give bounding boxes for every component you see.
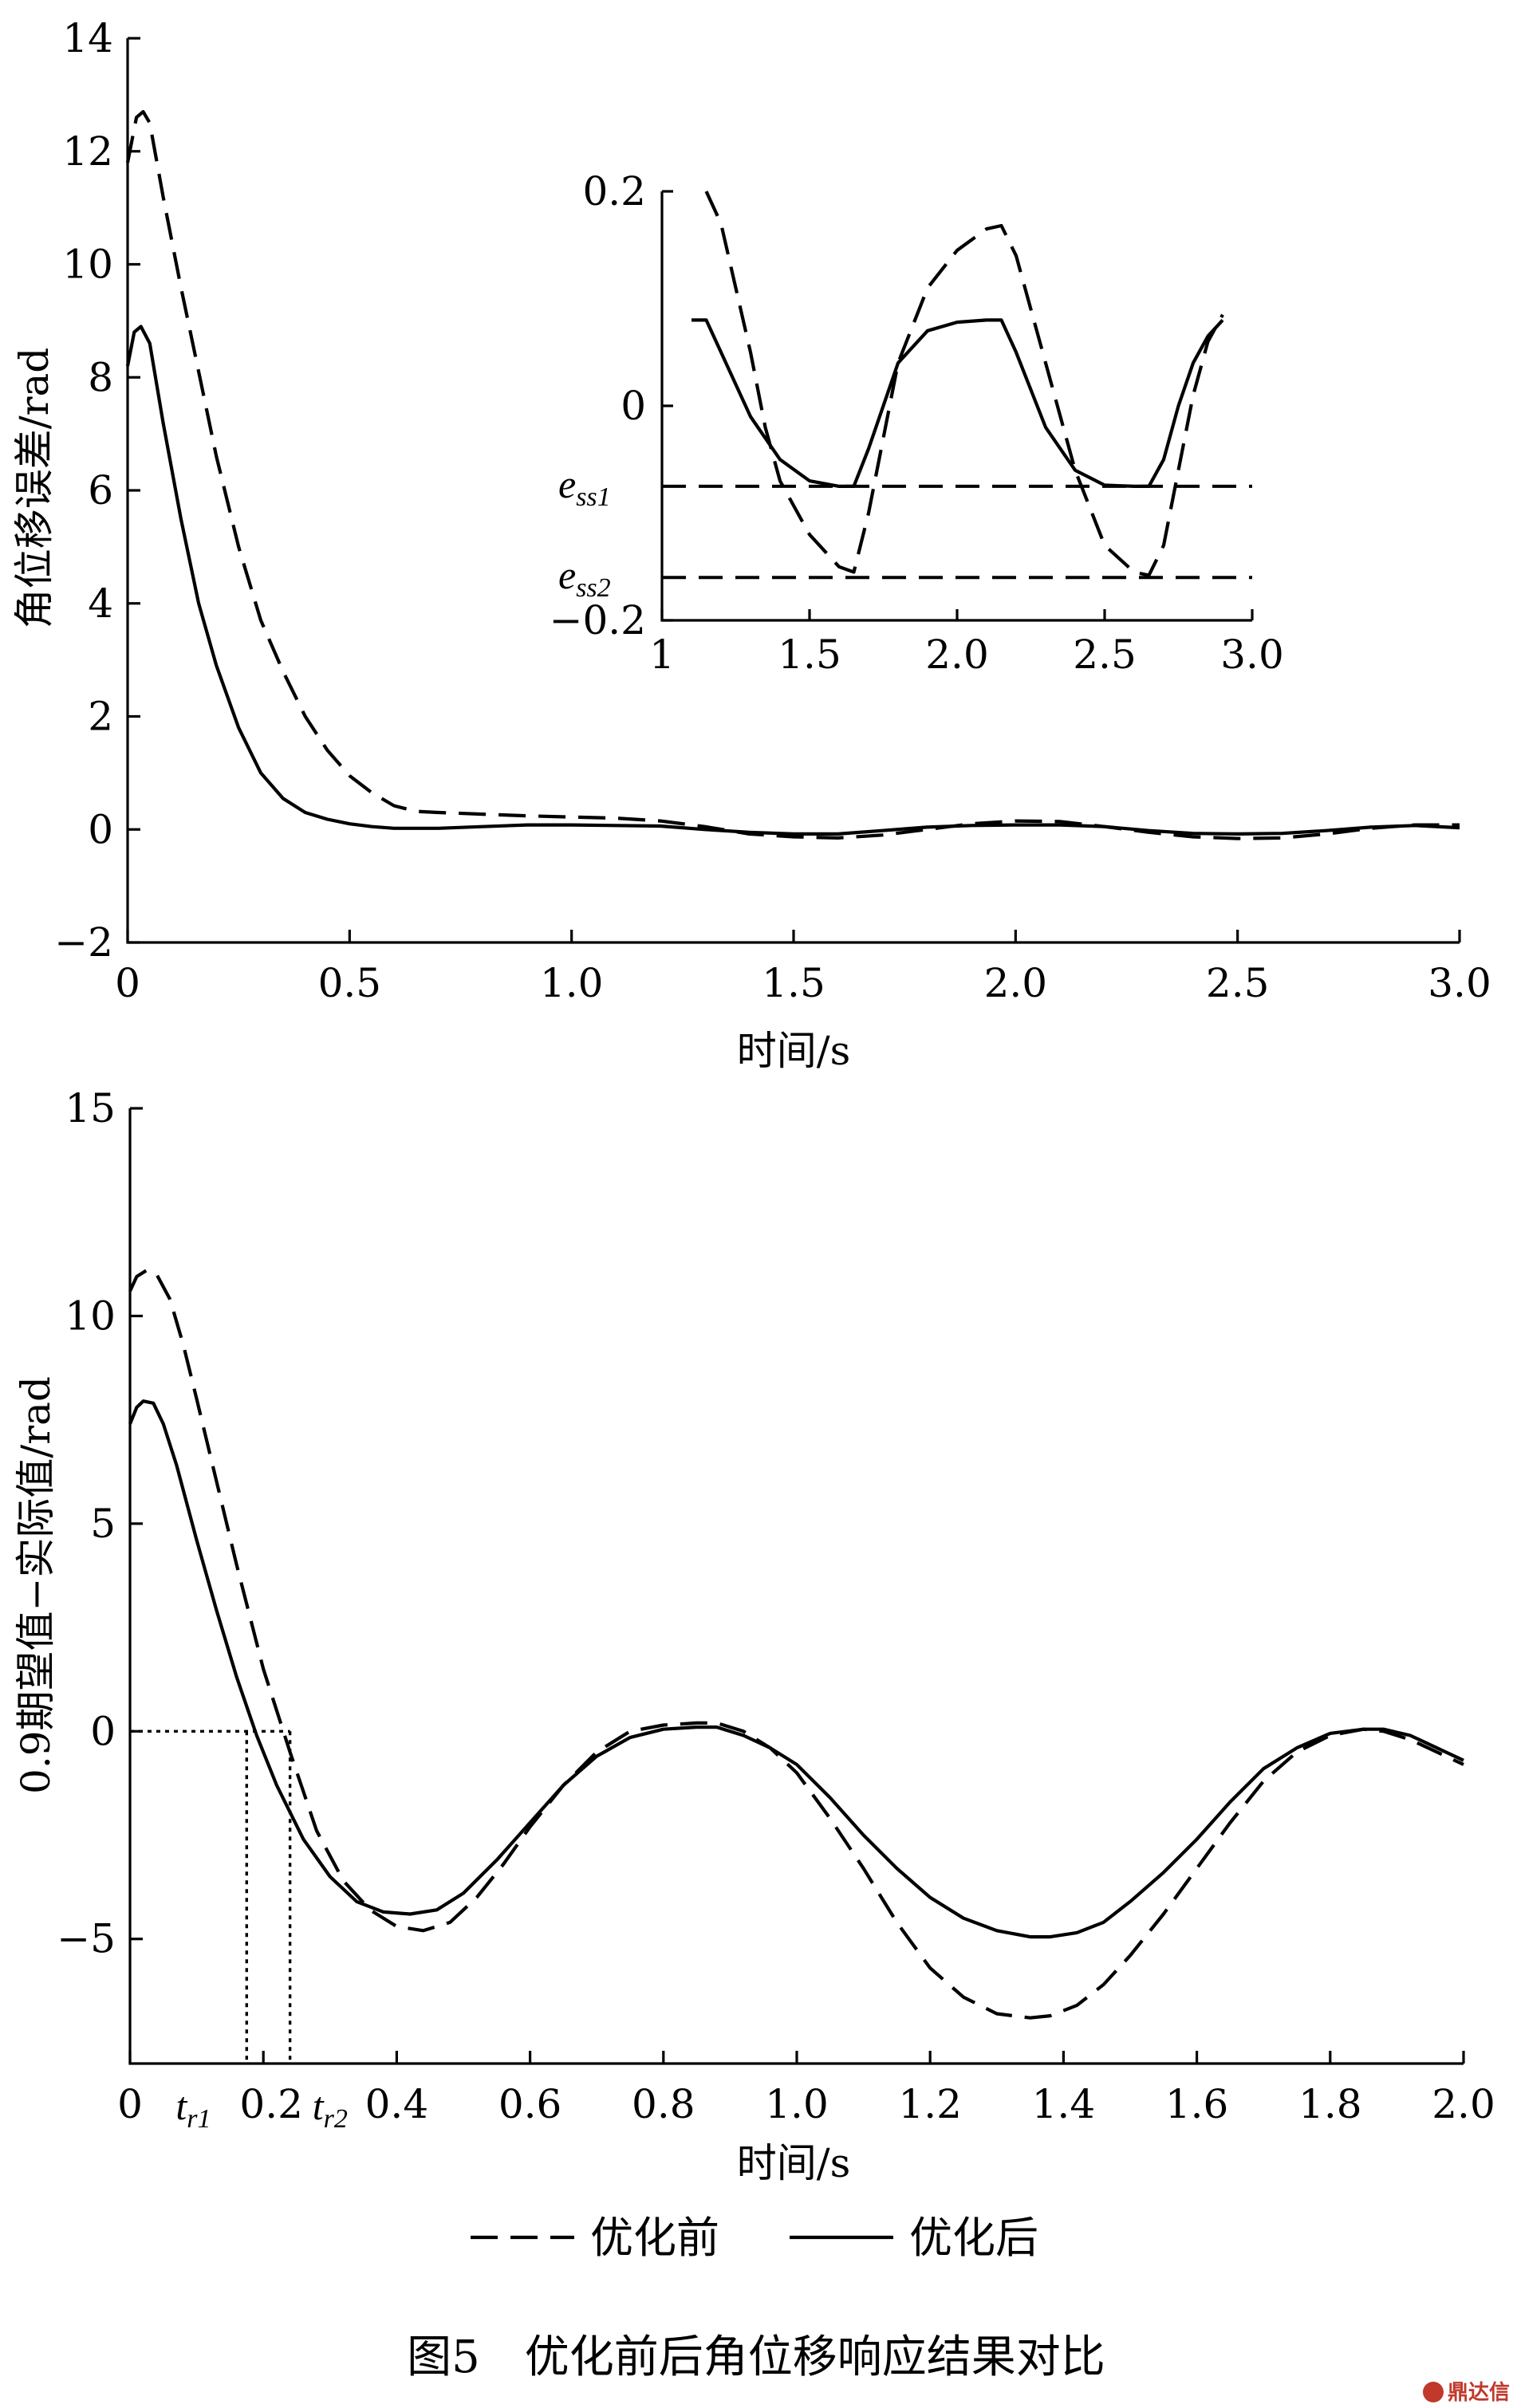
bottom-x-tick-label: 1.6 — [1165, 2081, 1229, 2127]
watermark-text: 鼎达信 — [1448, 2381, 1510, 2405]
inset-y-tick-label: 0.2 — [582, 168, 646, 214]
bottom-chart-axes — [128, 1108, 1464, 2065]
watermark: 鼎达信 — [1423, 2381, 1510, 2405]
bottom-series-before — [128, 1269, 1464, 2020]
bottom-rise-time-label-tr2: tr2 — [313, 2083, 348, 2134]
legend: 优化前 优化后 — [471, 2213, 1038, 2263]
top-x-tick-label: 1.5 — [762, 960, 825, 1006]
bottom-x-tick-label: 1.8 — [1298, 2081, 1362, 2127]
inset-x-tick-label: 1 — [649, 632, 675, 678]
top-y-tick-label: 2 — [88, 694, 113, 740]
top-x-tick-label: 3.0 — [1428, 960, 1491, 1006]
bottom-x-axis-label: 时间/s — [737, 2140, 851, 2186]
bottom-chart: 0 0.2 0.4 0.6 0.8 1.0 1.2 1.4 1.6 1.8 2.0−5051015 … — [13, 1085, 1495, 2186]
bottom-x-tick-label: 2.0 — [1432, 2081, 1495, 2127]
inset-x-tick-label: 2.0 — [925, 632, 989, 678]
top-y-tick-label: 14 — [62, 15, 113, 61]
top-x-tick-label: 0 — [115, 960, 140, 1006]
inset-x-tick-label: 2.5 — [1073, 632, 1137, 678]
inset-x-tick-label: 1.5 — [778, 632, 841, 678]
top-x-tick-label: 2.5 — [1206, 960, 1270, 1006]
inset-reference-lines: ess1 ess2 — [558, 462, 1252, 603]
inset-reference-label-ess2: ess2 — [558, 553, 611, 603]
top-y-tick-label: 10 — [62, 242, 113, 288]
bottom-series-after — [128, 1399, 1464, 1939]
inset-y-tick-label: −0.2 — [550, 597, 646, 643]
top-y-axis-label: 角位移误差/rad — [11, 348, 57, 629]
top-y-tick-label: 8 — [88, 354, 113, 400]
bottom-rise-time-label-tr1: tr1 — [175, 2083, 211, 2134]
watermark-logo-icon — [1423, 2382, 1444, 2402]
bottom-y-tick-label: 5 — [90, 1501, 116, 1547]
bottom-rise-time-markers: tr1 tr2 — [130, 1729, 348, 2134]
bottom-x-tick-label: 0 — [117, 2081, 143, 2127]
figure-caption: 图5 优化前后角位移响应结果对比 — [407, 2331, 1105, 2383]
bottom-y-tick-label: 0 — [90, 1708, 116, 1754]
bottom-y-tick-label: 15 — [65, 1085, 116, 1131]
top-x-tick-label: 2.0 — [984, 960, 1048, 1006]
top-y-tick-label: −2 — [54, 919, 113, 966]
bottom-x-tick-label: 1.4 — [1032, 2081, 1096, 2127]
inset-chart-axes — [660, 191, 1252, 622]
top-series-before — [125, 110, 1460, 840]
inset-series-after — [691, 318, 1224, 488]
inset-chart-series — [691, 191, 1224, 577]
top-x-tick-label: 1.0 — [540, 960, 604, 1006]
inset-chart-ticks: 1 1.5 2.0 2.5 3.0 −0.2 0 0.2 — [550, 168, 1284, 678]
bottom-y-axis-label: 0.9期望值−实际值/rad — [13, 1376, 59, 1794]
bottom-chart-series — [128, 1269, 1464, 2020]
bottom-chart-ticks: 0 0.2 0.4 0.6 0.8 1.0 1.2 1.4 1.6 1.8 2.0 −5 0 5 10 15 — [57, 1085, 1495, 2127]
bottom-x-tick-label: 1.2 — [898, 2081, 962, 2127]
bottom-x-tick-label: 0.2 — [239, 2081, 303, 2127]
bottom-x-tick-label: 1.0 — [765, 2081, 829, 2127]
top-y-tick-label: 4 — [88, 580, 113, 627]
inset-x-tick-label: 3.0 — [1220, 632, 1284, 678]
inset-y-tick-label: 0 — [621, 383, 646, 429]
bottom-x-tick-label: 0.4 — [365, 2081, 429, 2127]
inset-reference-label-ess1: ess1 — [558, 462, 611, 512]
legend-after-label: 优化后 — [909, 2213, 1038, 2263]
top-y-tick-label: 0 — [88, 806, 113, 852]
top-y-tick-label: 6 — [88, 467, 113, 513]
top-x-axis-label: 时间/s — [737, 1028, 851, 1074]
top-series-after — [125, 325, 1460, 836]
bottom-y-tick-label: −5 — [57, 1916, 116, 1962]
bottom-x-tick-label: 0.8 — [632, 2081, 695, 2127]
inset-chart: 1 1.5 2.0 2.5 3.0 −0.2 0 0.2 ess1 ess2 — [550, 168, 1284, 678]
inset-series-before — [704, 191, 1224, 577]
bottom-x-tick-label: 0.6 — [498, 2081, 562, 2127]
top-x-tick-label: 0.5 — [318, 960, 382, 1006]
top-y-tick-label: 12 — [62, 128, 113, 175]
top-chart-series — [125, 110, 1460, 840]
legend-before-label: 优化前 — [590, 2213, 719, 2263]
top-chart-axes — [126, 38, 1460, 944]
bottom-y-tick-label: 10 — [65, 1293, 116, 1339]
